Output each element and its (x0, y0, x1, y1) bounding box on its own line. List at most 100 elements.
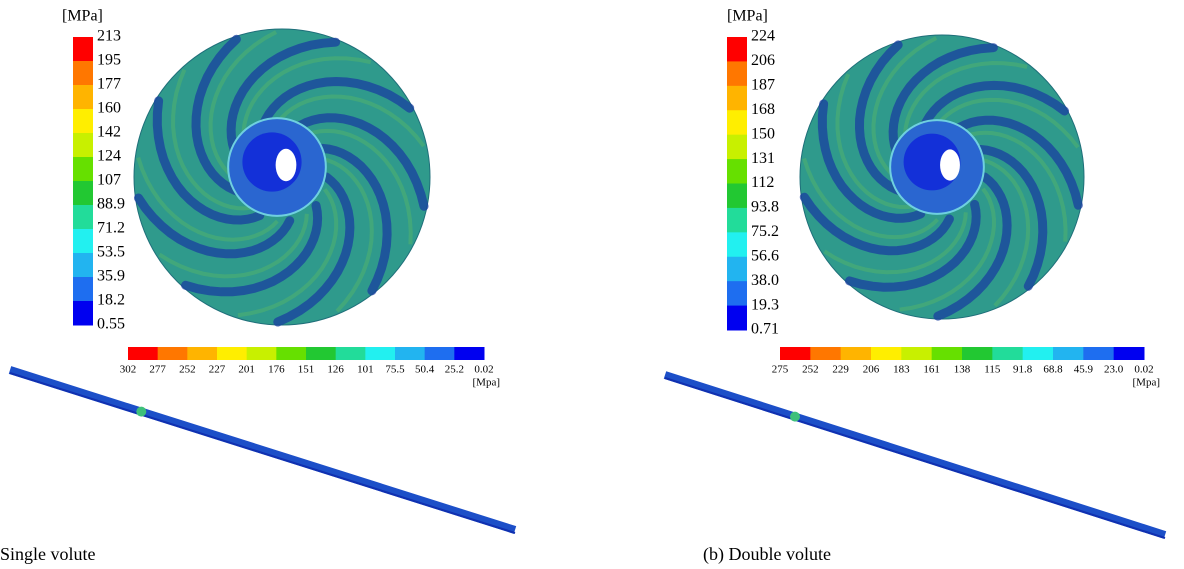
impeller-blade (970, 144, 1048, 291)
impeller-blade (273, 172, 355, 327)
legend-swatch (187, 347, 218, 360)
impeller-blade (311, 143, 392, 296)
legend-label: 0.02 (1134, 364, 1153, 376)
impeller-highlight (269, 94, 426, 148)
impeller-highlight (871, 36, 938, 182)
impeller-blade (134, 193, 295, 259)
legend-swatch (73, 229, 93, 254)
legend-swatch (840, 347, 872, 360)
shaft-edge (664, 377, 1166, 539)
impeller-highlight (171, 69, 251, 211)
impeller-highlight (899, 187, 996, 312)
legend-swatch (1083, 347, 1115, 360)
legend-swatch (727, 37, 747, 62)
impeller-blade (817, 99, 926, 223)
legend-label: 71.2 (97, 220, 125, 237)
impeller-highlight (802, 157, 939, 240)
legend-label: 0.02 (474, 364, 493, 376)
legend-swatch (727, 281, 747, 307)
impeller-blade (944, 115, 1083, 210)
legend-label: 151 (298, 364, 315, 376)
impeller-blade (845, 199, 981, 292)
legend-swatch (810, 347, 842, 360)
legend-unit: [Mpa] (473, 377, 501, 389)
impeller-blade (181, 201, 323, 297)
impeller-highlight (322, 157, 374, 313)
legend-label: 195 (97, 52, 121, 69)
legend-swatch (306, 347, 337, 360)
impeller-blade (933, 172, 1012, 321)
legend-swatch (73, 133, 93, 158)
legend-label: 0.71 (751, 321, 779, 338)
legend-swatch (73, 85, 93, 110)
impeller-blade (888, 43, 998, 167)
legend-swatch (1022, 347, 1054, 360)
legend-swatch (962, 347, 993, 360)
impeller-highlight (241, 56, 372, 152)
legend-label: 160 (97, 100, 121, 117)
shaft-collar (790, 411, 800, 422)
legend-label: 227 (209, 364, 226, 376)
legend-label: 131 (751, 150, 775, 167)
legend-label: 35.9 (97, 268, 125, 285)
legend-label: 88.9 (97, 196, 125, 213)
legend-swatch (727, 110, 747, 136)
legend-swatch (727, 232, 747, 258)
legend-swatch (73, 109, 93, 134)
legend-swatch (73, 157, 93, 182)
legend-swatch (1053, 347, 1084, 360)
impeller-highlight (208, 30, 278, 182)
legend-unit: [MPa] (62, 8, 103, 25)
legend-label: 302 (120, 364, 137, 376)
impeller-hole (275, 148, 297, 182)
caption: Single volute (0, 544, 96, 564)
legend-label: 126 (327, 364, 344, 376)
impeller-blade (226, 37, 341, 167)
impeller-blade (255, 76, 415, 143)
legend-label: 68.8 (1043, 364, 1063, 376)
legend-swatch (73, 61, 93, 86)
legend-label: 183 (893, 364, 910, 376)
legend-swatch (871, 347, 902, 360)
legend-label: 168 (751, 101, 775, 118)
shaft (663, 371, 1167, 539)
legend-label: 138 (954, 364, 971, 376)
legend-swatch (128, 347, 159, 360)
legend-label: 45.9 (1074, 364, 1094, 376)
impeller-highlight (136, 157, 279, 242)
legend-label: 18.2 (97, 292, 125, 309)
legend-label: 177 (97, 76, 121, 93)
impeller-hole (940, 149, 960, 181)
legend-label: 115 (984, 364, 1001, 376)
legend-label: 142 (97, 124, 121, 141)
legend-swatch (157, 347, 188, 360)
legend-label: 277 (149, 364, 166, 376)
legend-label: 224 (751, 28, 775, 45)
legend-swatch (727, 183, 747, 209)
legend-swatch (424, 347, 455, 360)
legend-unit: [MPa] (727, 8, 768, 25)
legend-swatch (727, 134, 747, 160)
legend-label: 213 (97, 28, 121, 45)
legend-label: 101 (357, 364, 374, 376)
legend-label: 75.2 (751, 223, 779, 240)
legend-label: 206 (863, 364, 880, 376)
legend-swatch (73, 37, 93, 62)
legend-label: 75.5 (385, 364, 405, 376)
legend-swatch (454, 347, 485, 360)
impeller-blade (854, 40, 907, 197)
legend-swatch (780, 347, 811, 360)
legend-label: 50.4 (415, 364, 435, 376)
legend-swatch (1113, 347, 1145, 360)
legend-label: 0.55 (97, 316, 125, 333)
legend-label: 91.8 (1013, 364, 1033, 376)
legend-label: 252 (179, 364, 196, 376)
impeller-blade (191, 34, 245, 197)
impeller-highlight (158, 213, 309, 279)
legend-label: 206 (751, 52, 775, 69)
legend-swatch (727, 61, 747, 87)
legend-swatch (217, 347, 248, 360)
legend-swatch (276, 347, 307, 360)
legend-unit: [Mpa] (1133, 377, 1161, 389)
legend-label: 150 (751, 125, 775, 142)
